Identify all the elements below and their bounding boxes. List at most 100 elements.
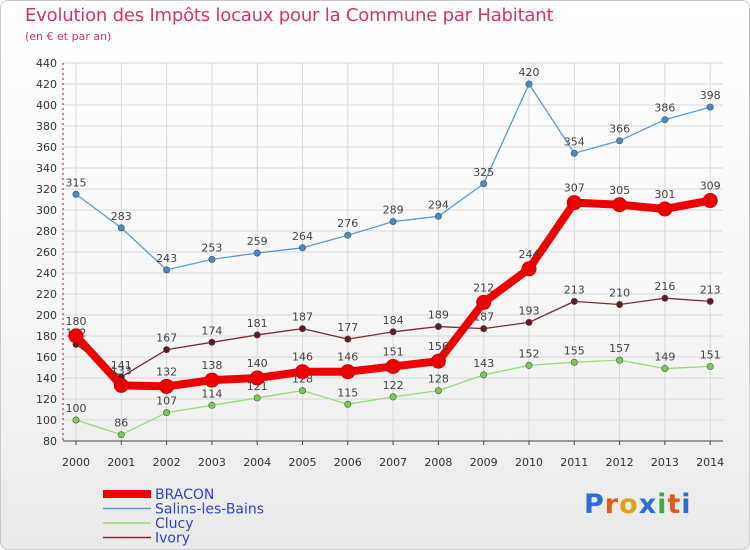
data-labels-clucy: 1008610711412112811512212814315215515714… [66, 342, 721, 430]
x-tick-label: 2006 [334, 456, 362, 469]
data-label: 151 [383, 345, 404, 358]
logo-letter: P [584, 489, 605, 520]
legend-label: BRACON [155, 487, 214, 503]
data-label: 184 [383, 314, 404, 327]
legend-label: Clucy [155, 516, 194, 532]
data-label: 366 [609, 123, 630, 136]
data-point-bracon [249, 370, 265, 386]
data-label: 213 [700, 283, 721, 296]
y-tick-label: 180 [36, 330, 57, 343]
data-label: 133 [111, 364, 132, 377]
data-label: 243 [156, 252, 177, 265]
data-label: 213 [564, 283, 585, 296]
x-tick-label: 2002 [153, 456, 181, 469]
y-tick-label: 320 [36, 183, 57, 196]
data-point-ivory [208, 338, 216, 346]
data-label: 307 [564, 182, 585, 195]
y-tick-label: 420 [36, 78, 57, 91]
data-point-salins-les-bains [344, 231, 352, 239]
data-point-bracon [113, 377, 129, 393]
data-label: 301 [654, 188, 675, 201]
y-tick-label: 360 [36, 141, 57, 154]
y-tick-labels: 80 100 120 140 160 180 200 220 240 260 280 300 320 34… [36, 57, 57, 448]
data-point-ivory [706, 297, 714, 305]
data-label: 141 [111, 359, 132, 372]
logo-letter: x [638, 489, 658, 520]
data-label: 152 [519, 347, 540, 360]
data-label: 210 [609, 287, 630, 300]
x-tick-label: 2011 [560, 456, 588, 469]
y-tick-label: 80 [43, 435, 57, 448]
logo-letter: i [681, 489, 692, 520]
data-label: 244 [519, 248, 540, 261]
data-point-salins-les-bains [616, 137, 624, 145]
data-label: 157 [609, 342, 630, 355]
y-tick-label: 260 [36, 246, 57, 259]
data-label: 276 [337, 217, 358, 230]
data-point-bracon [295, 364, 310, 380]
data-point-bracon [159, 378, 175, 394]
y-tick-label: 160 [36, 351, 57, 364]
data-point-clucy [706, 362, 714, 370]
data-point-salins-les-bains [163, 266, 171, 274]
logo-letter: o [619, 489, 639, 520]
data-label: 325 [473, 166, 494, 179]
data-point-clucy [208, 401, 216, 409]
y-tick-label: 280 [36, 225, 57, 238]
data-label: 181 [247, 317, 268, 330]
data-label: 354 [564, 135, 585, 148]
data-point-clucy [72, 416, 80, 424]
x-tick-label: 2009 [470, 456, 498, 469]
data-label: 174 [201, 324, 222, 337]
data-label: 107 [156, 395, 177, 408]
y-tick-label: 440 [36, 57, 57, 70]
data-label: 315 [66, 176, 87, 189]
data-point-clucy [344, 400, 352, 408]
data-point-salins-les-bains [480, 180, 488, 188]
series-salins-les-bains: 315 283 243 253 259 264 276 289 294 325 420 354 366 3… [66, 66, 721, 274]
data-label: 309 [700, 180, 721, 193]
data-label: 386 [654, 102, 675, 115]
y-tick-label: 240 [36, 267, 57, 280]
data-point-bracon [385, 358, 401, 374]
data-label: 86 [114, 417, 128, 430]
series-bracon: 180 133 132 138 140 146 146 151 156 212 244 307 305 3… [66, 180, 721, 394]
data-label: 305 [609, 184, 630, 197]
data-label: 156 [428, 340, 449, 353]
chart-subtitle: (en € et par an) [25, 30, 112, 43]
data-label: 115 [337, 386, 358, 399]
grid-lines [63, 62, 723, 442]
y-tick-label: 100 [36, 414, 57, 427]
data-point-salins-les-bains [117, 224, 125, 232]
data-point-clucy [298, 387, 306, 395]
data-point-salins-les-bains [72, 190, 80, 198]
data-label: 264 [292, 230, 313, 243]
data-point-clucy [480, 371, 488, 379]
data-labels-salins-les-bains: 315 283 243 253 259 264 276 289 294 325 420 354 366 3… [66, 66, 721, 265]
data-point-bracon [204, 372, 220, 388]
data-point-ivory [253, 331, 261, 339]
data-point-bracon [612, 197, 628, 213]
data-point-ivory [480, 325, 488, 333]
data-point-bracon [340, 364, 356, 380]
data-point-ivory [616, 300, 624, 308]
data-point-ivory [570, 297, 578, 305]
y-tick-label: 300 [36, 204, 57, 217]
data-label: 114 [201, 387, 222, 400]
data-point-ivory [525, 318, 533, 326]
data-point-clucy [253, 394, 261, 402]
data-label: 216 [654, 280, 675, 293]
x-tick-label: 2000 [62, 456, 90, 469]
data-point-clucy [117, 431, 125, 439]
data-point-ivory [298, 325, 306, 333]
data-point-clucy [616, 356, 624, 364]
data-point-ivory [163, 346, 171, 354]
x-tick-label: 2012 [606, 456, 634, 469]
data-point-clucy [661, 365, 669, 373]
data-label: 140 [247, 357, 268, 370]
x-tick-label: 2010 [515, 456, 543, 469]
data-point-bracon [476, 294, 492, 310]
data-point-salins-les-bains [434, 212, 442, 220]
